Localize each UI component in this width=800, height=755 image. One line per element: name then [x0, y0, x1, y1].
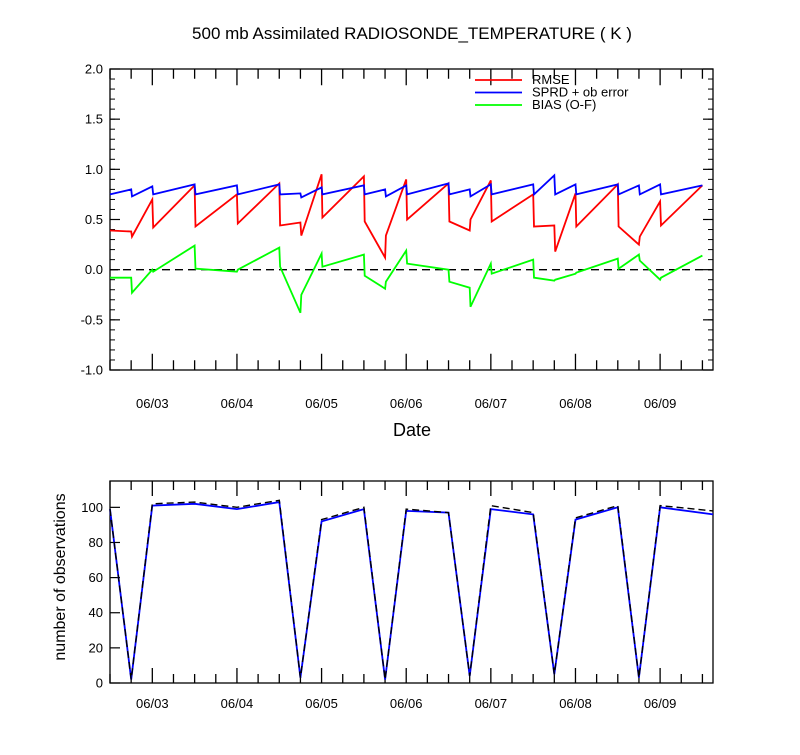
bottom-x-tick-label: 06/03 [136, 696, 169, 711]
legend-label: BIAS (O-F) [532, 97, 596, 112]
bottom-plot-frame [109, 480, 714, 684]
bottom-y-tick-label: 80 [89, 535, 103, 550]
top-plot-frame [109, 68, 714, 371]
bottom-series-obs-used [109, 501, 714, 680]
bottom-chart-ylabel: number of observations [52, 493, 69, 660]
top-x-tick-label: 06/09 [644, 396, 677, 411]
top-x-tick-label: 06/07 [475, 396, 508, 411]
bottom-y-tick-label: 20 [89, 640, 103, 655]
top-series-sprd-ob-error [109, 173, 703, 199]
top-y-tick-label: 2.0 [85, 62, 103, 77]
top-y-tick-label: -0.5 [81, 312, 103, 327]
top-y-tick-label: -1.0 [81, 363, 103, 378]
top-chart-title: 500 mb Assimilated RADIOSONDE_TEMPERATUR… [192, 24, 632, 43]
bottom-series-obs-possible [109, 499, 714, 680]
bottom-x-tick-label: 06/08 [559, 696, 592, 711]
bottom-y-tick-label: 60 [89, 570, 103, 585]
top-x-tick-label: 06/05 [305, 396, 338, 411]
top-x-tick-label: 06/08 [559, 396, 592, 411]
legend-label: SPRD + ob error [532, 85, 629, 100]
bottom-y-tick-label: 40 [89, 605, 103, 620]
top-x-tick-label: 06/06 [390, 396, 423, 411]
bottom-y-tick-label: 0 [96, 676, 103, 691]
legend-label: RMSE [532, 72, 570, 87]
top-y-tick-label: 1.5 [85, 112, 103, 127]
bottom-x-tick-label: 06/04 [221, 696, 254, 711]
bottom-x-tick-label: 06/06 [390, 696, 423, 711]
top-y-tick-label: 0.5 [85, 212, 103, 227]
top-y-tick-label: 0.0 [85, 262, 103, 277]
top-series-bias-o-f- [110, 244, 703, 314]
top-chart-xlabel: Date [393, 420, 431, 440]
top-series-rmse [109, 174, 704, 261]
top-x-tick-label: 06/03 [136, 396, 169, 411]
bottom-x-tick-label: 06/09 [644, 696, 677, 711]
top-panel: -1.0 -0.5 0.0 0.5 1.0 1.5 2.0 06/03 06/04 06/05 06… [81, 62, 714, 411]
top-x-tick-label: 06/04 [221, 396, 254, 411]
bottom-panel: 0 20 40 60 80 100 06/03 06/04 06/05 06/06 06/07 06/… [81, 480, 714, 711]
top-y-tick-label: 1.0 [85, 162, 103, 177]
bottom-x-tick-label: 06/05 [305, 696, 338, 711]
bottom-x-tick-label: 06/07 [475, 696, 508, 711]
bottom-y-tick-label: 100 [81, 500, 103, 515]
